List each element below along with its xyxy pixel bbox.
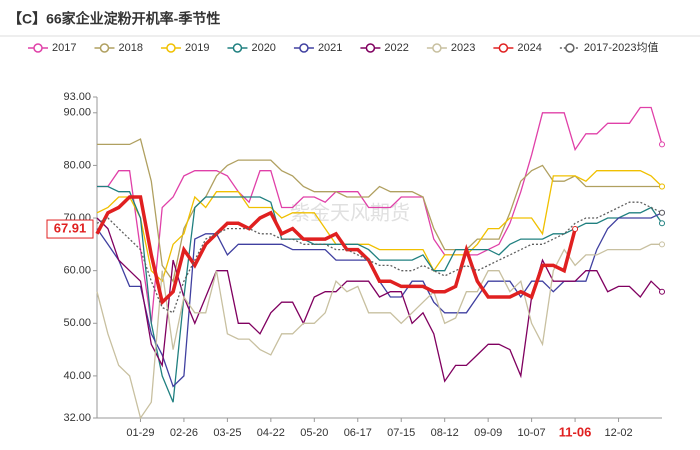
series-line — [95, 195, 577, 306]
x-tick-label: 02-26 — [170, 427, 198, 439]
end-marker — [572, 226, 579, 233]
chart-title: 【C】66家企业淀粉开机率-季节性 — [8, 11, 220, 27]
series-line — [97, 185, 663, 403]
y-tick-label: 60.00 — [63, 265, 91, 277]
y-tick-label: 50.00 — [63, 317, 91, 329]
x-tick-label: 09-09 — [474, 427, 502, 439]
legend-marker — [33, 43, 43, 53]
x-tick-label: 12-02 — [604, 427, 632, 439]
x-tick-label: 05-20 — [300, 427, 328, 439]
legend-marker — [432, 43, 442, 53]
legend-label: 2024 — [517, 42, 541, 54]
legend-marker — [565, 43, 575, 53]
legend-marker — [498, 43, 509, 53]
legend-marker — [166, 43, 176, 53]
legend-label: 2021 — [318, 42, 342, 54]
y-tick-label: 40.00 — [63, 370, 91, 382]
value-label: 67.91 — [54, 220, 87, 235]
legend-label: 2023 — [451, 42, 475, 54]
x-tick-label: 08-12 — [431, 427, 459, 439]
x-tick-label: 10-07 — [518, 427, 546, 439]
end-marker — [659, 288, 665, 295]
legend-label: 2019 — [185, 42, 209, 54]
end-marker — [659, 241, 665, 248]
end-marker — [659, 209, 665, 216]
value-label-box — [46, 219, 94, 239]
y-tick-label: 93.00 — [63, 91, 91, 103]
x-tick-label: 04-22 — [257, 427, 285, 439]
legend-marker — [299, 43, 309, 53]
series-line — [96, 243, 662, 420]
end-marker — [659, 183, 665, 190]
x-tick-label: 01-29 — [126, 427, 154, 439]
end-marker — [659, 220, 665, 227]
legend-marker — [99, 43, 110, 53]
y-tick-label: 32.00 — [63, 412, 91, 424]
series-line — [96, 217, 663, 383]
legend-label: 2017-2023均值 — [584, 41, 659, 54]
legend-label: 2020 — [251, 42, 275, 54]
x-tick-label: 07-15 — [387, 427, 415, 439]
series-line — [96, 170, 663, 283]
legend-label: 2022 — [384, 42, 408, 54]
y-tick-label: 90.00 — [63, 107, 91, 119]
series-line — [96, 201, 663, 314]
x-tick-label: 11-06 — [559, 424, 592, 439]
x-tick-label: 03-25 — [213, 427, 241, 439]
series-line — [97, 106, 663, 324]
x-tick-label: 06-17 — [344, 427, 372, 439]
y-tick-label: 80.00 — [63, 159, 91, 171]
end-marker — [659, 141, 665, 148]
legend-marker — [232, 43, 243, 53]
legend-label: 2017 — [52, 42, 76, 54]
legend-marker — [365, 43, 376, 53]
series-line — [97, 138, 662, 283]
legend-label: 2018 — [118, 42, 142, 54]
